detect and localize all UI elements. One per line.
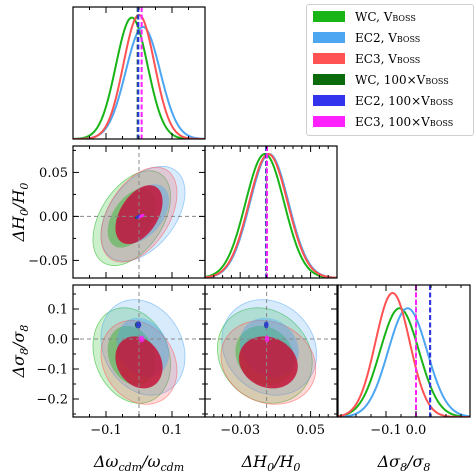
contour-narrow-1sigma-ec2-100-h0-sigma8	[265, 323, 268, 327]
legend-entry-wc: WC, VBOSS	[313, 9, 473, 25]
y-axis-label-h0: ΔH0/H0	[9, 183, 31, 243]
contour-1sigma-ec3-h0-sigma8	[238, 336, 298, 389]
y-tick-label-h0: 0.05	[39, 166, 68, 181]
contour-narrow-1sigma-ec2-100-omega-h0	[136, 215, 140, 218]
legend-label-wc: WC, V	[355, 10, 393, 24]
y-axis-label-h0-base: ΔH	[9, 215, 28, 243]
legend-patch-ec3	[313, 53, 345, 64]
y-axis-label-h0-mid: /H	[9, 189, 28, 211]
x-axis-label-sigma8-base: Δσ	[377, 452, 402, 471]
legend-entry-ec2: EC2, VBOSS	[313, 30, 473, 46]
contour-narrow-1sigma-ec3-100-omega-sigma8	[140, 337, 144, 341]
contour-panel-h0-sigma8	[205, 285, 337, 417]
legend-label-ec3: EC3, V	[355, 52, 397, 66]
legend-patch-ec3-100	[313, 116, 345, 127]
diag-panel-h0	[205, 146, 337, 278]
panel-frame-sigma8-sigma8	[337, 284, 471, 418]
legend-label-ec3-100: EC3, 100×V	[355, 115, 430, 129]
panel-frame-h0-h0	[204, 145, 338, 279]
x-tick-label-omega: −0.1	[90, 423, 122, 438]
x-axis-label-h0-sub: 0	[267, 461, 274, 474]
y-tick-label-sigma8: −0.2	[36, 393, 68, 408]
contour-narrow-1sigma-ec3-100-h0-sigma8	[265, 337, 269, 341]
x-axis-label-sigma8-mid: /σ	[405, 452, 424, 471]
legend-patch-wc	[313, 11, 345, 22]
contour-panel-omega-sigma8	[73, 285, 205, 417]
panel-frame-h0-sigma8	[204, 284, 338, 418]
legend-entry-ec2-100: EC2, 100×VBOSS	[313, 93, 473, 109]
x-tick-label-h0: −0.03	[220, 423, 260, 438]
x-axis-label-h0: ΔH0/H0	[241, 452, 301, 474]
y-tick-label-sigma8: −0.1	[36, 363, 68, 378]
y-tick-label-h0: 0.00	[39, 210, 68, 225]
y-axis-label-sigma8-mid: /σ	[9, 331, 28, 350]
y-axis-label-h0-sub2: 0	[18, 183, 31, 190]
contour-panel-omega-h0	[73, 146, 205, 278]
x-axis-label-omega-sub2: cdm	[161, 461, 185, 474]
contour-narrow-1sigma-ec2-100-omega-sigma8	[136, 323, 140, 327]
pdf-curve-ec2-h0	[205, 152, 337, 278]
x-axis-label-omega-mid: /ω	[140, 452, 160, 471]
x-tick-label-sigma8: −0.1	[370, 423, 402, 438]
y-tick-label-sigma8: 0.1	[47, 303, 68, 318]
pdf-curve-ec3-sigma8	[338, 291, 470, 417]
x-axis-label-omega-base: Δω	[93, 452, 119, 471]
legend-patch-wc-100	[313, 74, 345, 85]
pdf-curve-wc-h0	[205, 153, 337, 278]
legend-sub-wc: BOSS	[392, 14, 416, 23]
y-tick-label-sigma8: 0.0	[47, 333, 68, 348]
legend: WC, VBOSS EC2, VBOSS EC3, VBOSS WC, 100×…	[306, 4, 474, 136]
legend-sub-ec2-100: BOSS	[429, 98, 454, 107]
y-axis-label-h0-sub: 0	[18, 209, 31, 216]
y-axis-label-sigma8-sub: 8	[18, 348, 31, 355]
x-tick-label-omega: 0.1	[162, 423, 183, 438]
legend-sub-ec3-100: BOSS	[429, 119, 454, 128]
legend-label-ec2: EC2, V	[355, 31, 397, 45]
legend-entry-ec3: EC3, VBOSS	[313, 51, 473, 67]
y-axis-label-sigma8-base: Δσ	[9, 354, 28, 379]
legend-sub-wc-100: BOSS	[425, 77, 449, 86]
x-axis-label-h0-sub2: 0	[293, 461, 300, 474]
x-axis-label-omega-sub: cdm	[118, 461, 142, 474]
x-axis-label-h0-base: ΔH	[241, 452, 269, 471]
diag-panel-omega	[73, 7, 205, 139]
legend-label-ec2-100: EC2, 100×V	[355, 94, 430, 108]
x-axis-label-h0-mid: /H	[272, 452, 294, 471]
legend-sub-ec2: BOSS	[396, 35, 421, 44]
x-axis-label-sigma8-sub2: 8	[423, 461, 430, 474]
contour-narrow-1sigma-ec3-100-omega-h0	[140, 214, 144, 218]
y-axis-label-sigma8-sub2: 8	[18, 325, 31, 332]
x-tick-label-h0: 0.05	[296, 423, 325, 438]
pdf-curve-ec3-h0	[205, 152, 337, 278]
pdf-curve-ec2-sigma8	[338, 307, 470, 417]
diag-panel-sigma8	[338, 285, 470, 417]
y-tick-label-h0: −0.05	[28, 254, 68, 269]
legend-label-wc-100: WC, 100×V	[355, 73, 426, 87]
legend-entry-wc-100: WC, 100×VBOSS	[313, 72, 473, 88]
contour-1sigma-ec3-omega-h0	[115, 185, 163, 245]
x-axis-label-omega: Δωcdm/ωcdm	[93, 452, 184, 474]
x-axis-label-sigma8: Δσ8/σ8	[377, 452, 431, 474]
legend-patch-ec2-100	[313, 95, 345, 106]
x-tick-label-sigma8: 0.0	[406, 423, 427, 438]
y-axis-label-sigma8: Δσ8/σ8	[9, 325, 31, 379]
legend-sub-ec3: BOSS	[396, 56, 421, 65]
legend-entry-ec3-100: EC3, 100×VBOSS	[313, 114, 473, 130]
x-axis-label-sigma8-sub: 8	[400, 461, 407, 474]
legend-patch-ec2	[313, 32, 345, 43]
